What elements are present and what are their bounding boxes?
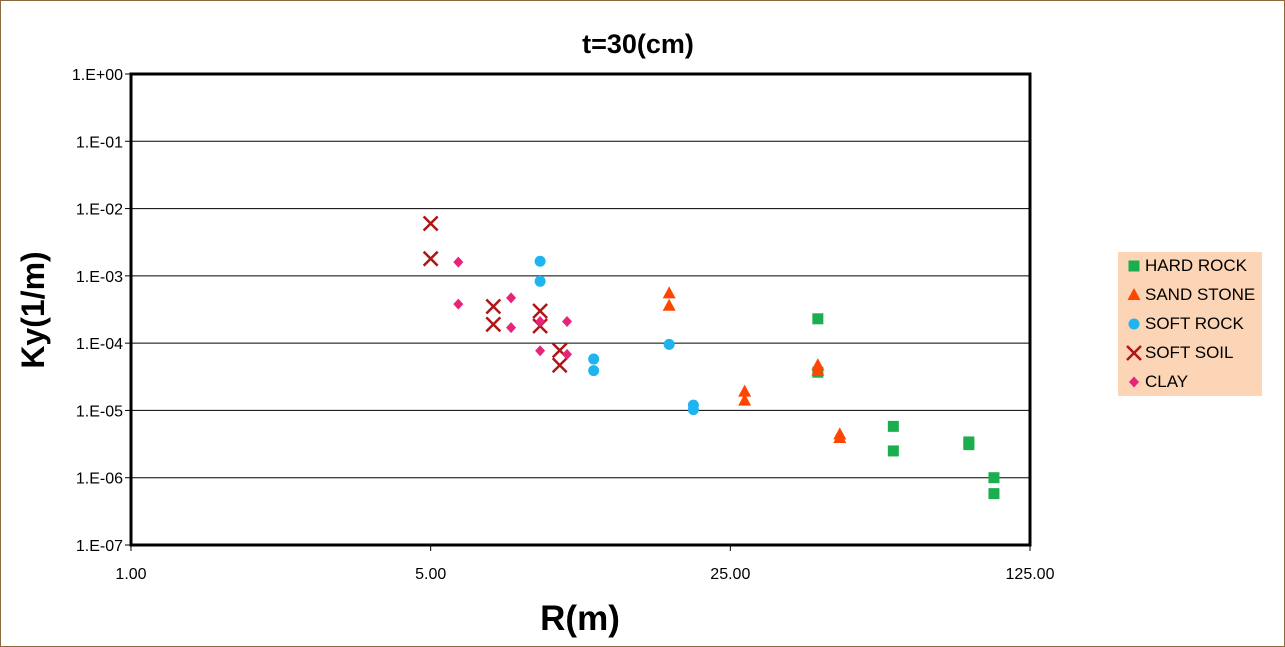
data-point-sand-stone [662,286,676,299]
data-point-clay [506,292,517,304]
data-point-hard-rock [812,313,824,325]
data-point-clay [453,256,464,268]
y-tick-label: 1.E-07 [76,538,123,555]
data-point-sand-stone [811,363,825,376]
data-point-sand-stone [833,430,847,443]
legend-marker-shape [1126,345,1142,361]
legend-item-soft-soil: SOFT SOIL [1118,339,1262,368]
data-point-sand-stone [738,384,752,397]
chart-title: t=30(cm) [582,29,694,59]
x-tick-label: 25.00 [710,566,750,583]
y-axis-ticks: 1.E+00 1.E-01 1.E-02 1.E-03 1.E-04 1.E-05 1.E-… [72,67,131,555]
data-point-soft-rock [588,353,600,365]
x-axis-ticks: 1.00 5.00 25.00 125.00 [115,545,1055,583]
legend-item-hard-rock: HARD ROCK [1118,252,1262,281]
data-point-sand-stone [662,298,676,311]
x-tick-label: 1.00 [115,566,146,583]
y-tick-label: 1.E-06 [76,471,123,488]
series-soft-soil [422,215,568,374]
data-point-hard-rock [963,439,975,451]
y-axis-title: Ky(1/m) [15,251,51,368]
legend-marker-soft-soil [1126,345,1142,361]
data-point-clay [453,298,464,310]
data-point-soft-soil [532,303,548,319]
legend-label: SOFT SOIL [1145,343,1234,362]
y-tick-label: 1.E+00 [72,67,123,84]
data-point-clay [562,348,573,360]
data-point-clay [535,345,546,357]
x-axis-title: R(m) [540,599,620,638]
data-point-soft-soil [422,215,439,232]
legend: HARD ROCK SAND STONE SOFT ROCK SOFT SOIL CLA… [1118,252,1262,396]
legend-item-clay: CLAY [1118,368,1262,397]
y-tick-label: 1.E-02 [76,202,123,219]
series-soft-rock [534,255,699,416]
y-tick-label: 1.E-01 [76,134,123,151]
data-point-sand-stone [738,393,752,406]
data-point-soft-soil [422,250,439,267]
grid-lines [131,140,1030,479]
legend-label: SAND STONE [1145,285,1256,304]
data-point-clay [535,315,546,327]
plot-area [129,72,1032,547]
legend-marker-sand-stone [1127,288,1141,300]
legend-label: HARD ROCK [1145,256,1248,275]
data-point-clay [506,322,517,334]
data-point-hard-rock [988,488,1000,500]
series-hard-rock [812,313,1000,500]
legend-marker-hard-rock [1128,260,1140,272]
y-tick-label: 1.E-04 [76,336,123,353]
data-point-soft-rock [534,275,546,287]
legend-label: CLAY [1145,372,1189,391]
legend-marker-shape [1128,318,1140,330]
legend-item-soft-rock: SOFT ROCK [1118,310,1262,339]
data-point-hard-rock [988,472,1000,484]
legend-label: SOFT ROCK [1145,314,1244,333]
y-tick-label: 1.E-05 [76,403,123,420]
legend-marker-shape [1128,260,1140,272]
legend-marker-soft-rock [1128,318,1140,330]
data-points [422,215,1000,500]
x-tick-label: 125.00 [1006,566,1055,583]
data-point-soft-rock [588,365,600,377]
y-tick-label: 1.E-03 [76,269,123,286]
data-point-soft-rock [687,404,699,416]
series-clay [453,256,573,360]
legend-marker-clay [1129,376,1139,388]
data-point-clay [562,315,573,327]
x-tick-label: 5.00 [415,566,446,583]
data-point-soft-rock [534,255,546,267]
data-point-soft-soil [485,298,502,315]
data-point-soft-rock [663,338,675,350]
legend-marker-shape [1127,288,1141,300]
data-point-hard-rock [887,420,899,432]
data-point-hard-rock [887,445,899,457]
series-sand-stone [662,286,847,443]
legend-marker-shape [1129,376,1139,388]
data-point-soft-soil [485,316,502,333]
legend-item-sand-stone: SAND STONE [1118,281,1262,310]
data-point-soft-soil [551,357,568,374]
